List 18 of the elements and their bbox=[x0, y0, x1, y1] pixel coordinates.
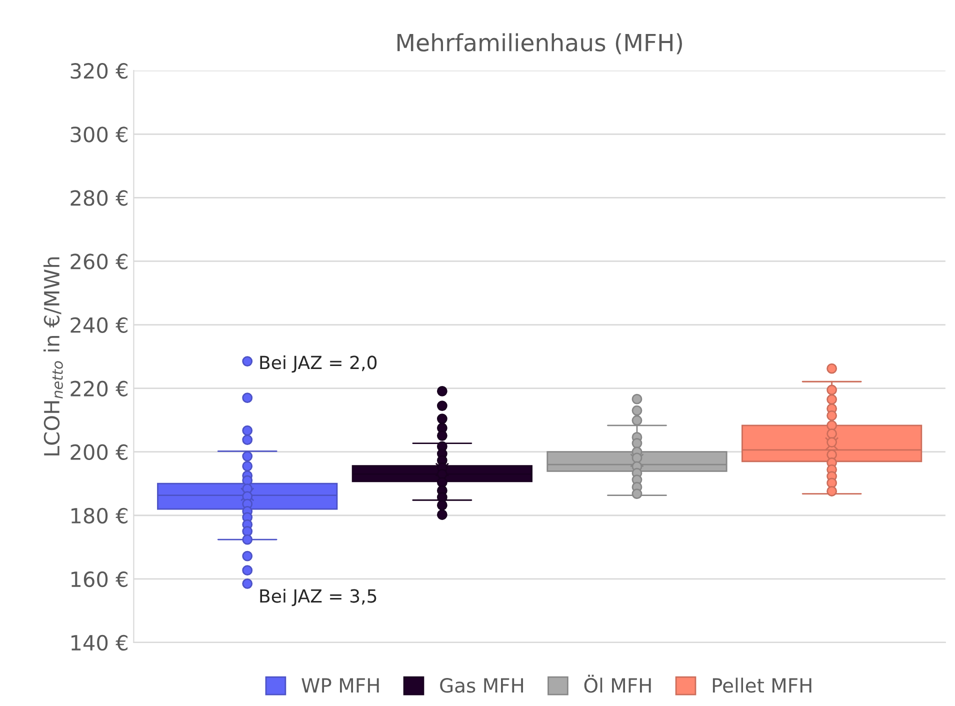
legend-label: Pellet MFH bbox=[712, 678, 812, 693]
legend-label: Gas MFH bbox=[440, 678, 523, 693]
y-tick-label: 140 € bbox=[71, 634, 128, 651]
chart-title: Mehrfamilienhaus (MFH) bbox=[397, 33, 682, 54]
y-tick-label: 260 € bbox=[70, 254, 128, 270]
annotation: Bei JAZ = 2,0 bbox=[260, 355, 377, 373]
y-tick-label: 200 € bbox=[70, 444, 128, 460]
y-tick-label: 220 € bbox=[70, 380, 128, 397]
y-tick-label: 240 € bbox=[70, 317, 128, 333]
y-tick-label: 160 € bbox=[71, 571, 128, 588]
y-tick-label: 280 € bbox=[70, 190, 128, 206]
y-tick-label: 300 € bbox=[70, 126, 128, 142]
y-tick-label: 180 € bbox=[71, 508, 128, 524]
annotation: Bei JAZ = 3,5 bbox=[260, 588, 376, 606]
y-tick-label: 320 € bbox=[70, 63, 128, 79]
y-axis-title: LCOH$_{netto}$ in €/MWh bbox=[43, 257, 63, 456]
legend-label: Öl MFH bbox=[584, 674, 651, 693]
legend-label: WP MFH bbox=[302, 678, 379, 692]
